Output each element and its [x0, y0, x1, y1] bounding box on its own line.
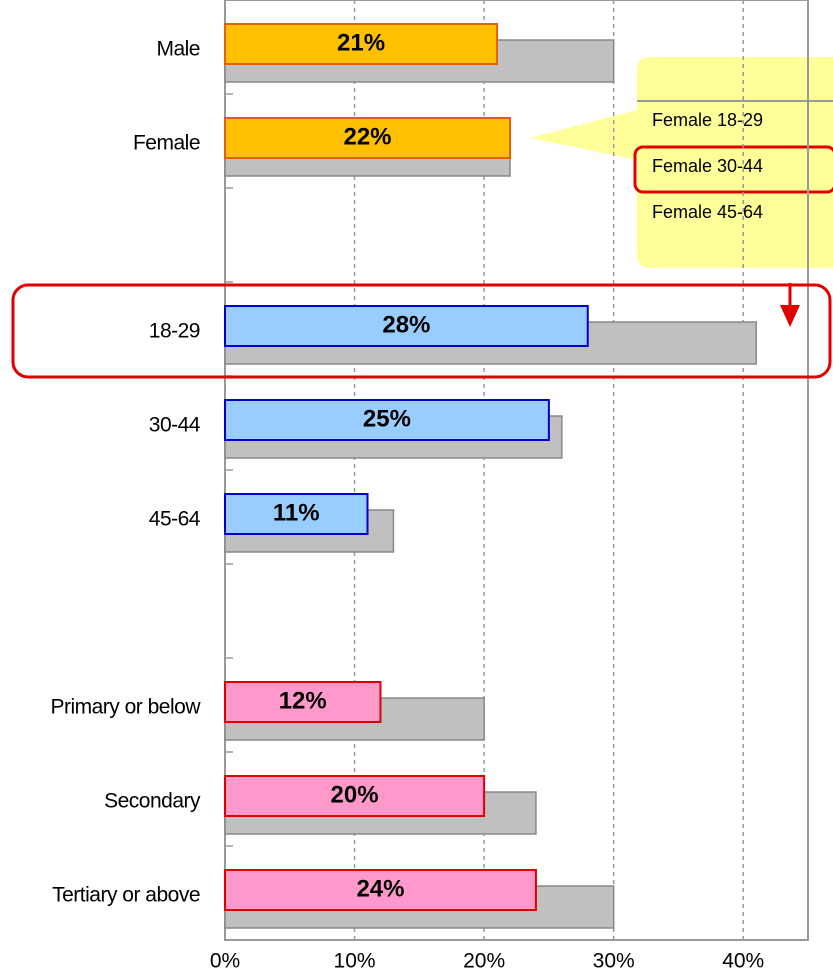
data-label: 12%: [279, 687, 327, 714]
category-label: 45-64: [149, 508, 201, 531]
callout-item: Female 30-44: [652, 156, 763, 176]
x-tick-label: 20%: [463, 950, 505, 973]
bar: [224, 493, 369, 535]
row-highlight: [11, 283, 832, 379]
bar: [224, 775, 486, 817]
x-tick-label: 30%: [593, 950, 635, 973]
category-label: 18-29: [149, 320, 200, 343]
callout-bubble: [530, 57, 833, 268]
callout-highlight: [633, 145, 833, 194]
data-label: 21%: [337, 29, 385, 56]
data-label: 25%: [363, 405, 411, 432]
data-label: 28%: [382, 311, 430, 338]
category-label: Female: [133, 132, 200, 155]
bar: [224, 681, 382, 723]
bar: [224, 117, 512, 159]
bar: [224, 869, 537, 911]
bar: [224, 305, 589, 347]
category-label: Tertiary or above: [52, 884, 200, 907]
category-label: Secondary: [104, 790, 201, 813]
x-tick-label: 0%: [210, 950, 240, 973]
category-label: 30-44: [149, 414, 201, 437]
data-label: 11%: [273, 499, 320, 526]
arrow-head: [780, 305, 800, 327]
callout-item: Female 45-64: [652, 202, 763, 222]
callout-item: Female 18-29: [652, 110, 763, 130]
data-label: 20%: [331, 781, 379, 808]
category-label: Male: [156, 38, 200, 61]
x-tick-label: 10%: [334, 950, 376, 973]
bar: [224, 23, 499, 65]
bar: [224, 399, 550, 441]
data-label: 24%: [356, 875, 404, 902]
x-tick-label: 40%: [722, 950, 764, 973]
category-label: Primary or below: [50, 696, 201, 719]
data-label: 22%: [343, 123, 391, 150]
